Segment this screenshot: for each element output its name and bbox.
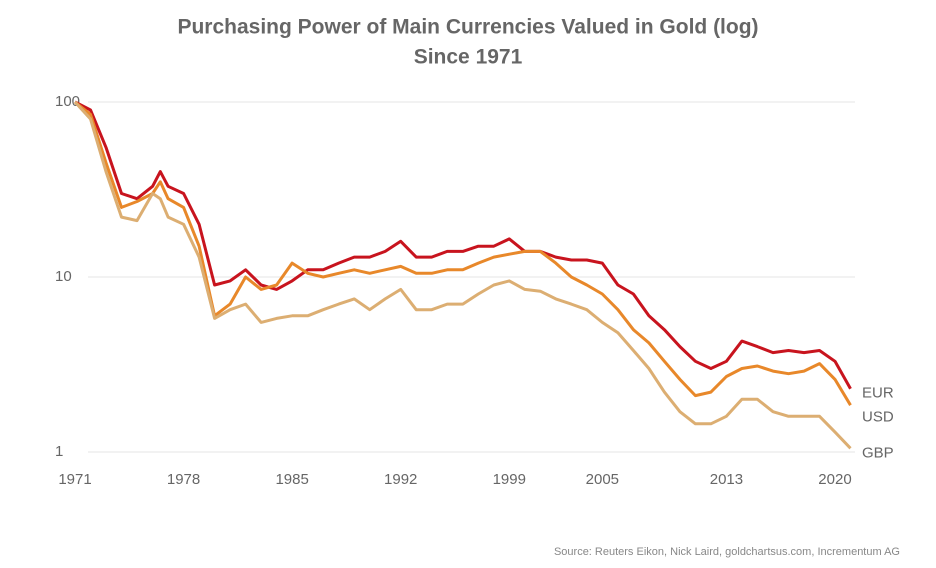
y-tick-label: 1 [55, 443, 63, 460]
y-tick-label: 10 [55, 268, 72, 285]
series-line [74, 100, 852, 406]
x-tick-label: 1992 [384, 471, 417, 488]
chart-title: Purchasing Power of Main Currencies Valu… [177, 16, 758, 39]
x-tick-label: 1978 [167, 471, 200, 488]
x-tick-label: 1971 [58, 471, 91, 488]
x-tick-label: 2005 [586, 471, 619, 488]
x-tick-label: 1985 [275, 471, 308, 488]
series-line [74, 100, 852, 390]
series-label: GBP [862, 444, 894, 461]
series-line [73, 100, 852, 450]
x-tick-label: 2020 [818, 471, 851, 488]
x-tick-label: 1999 [493, 471, 526, 488]
series-label: USD [862, 409, 894, 426]
series-label: EUR [862, 385, 894, 402]
chart-subtitle: Since 1971 [414, 46, 523, 69]
x-tick-label: 2013 [710, 471, 743, 488]
y-tick-label: 100 [55, 93, 80, 110]
source-note: Source: Reuters Eikon, Nick Laird, goldc… [554, 546, 900, 558]
